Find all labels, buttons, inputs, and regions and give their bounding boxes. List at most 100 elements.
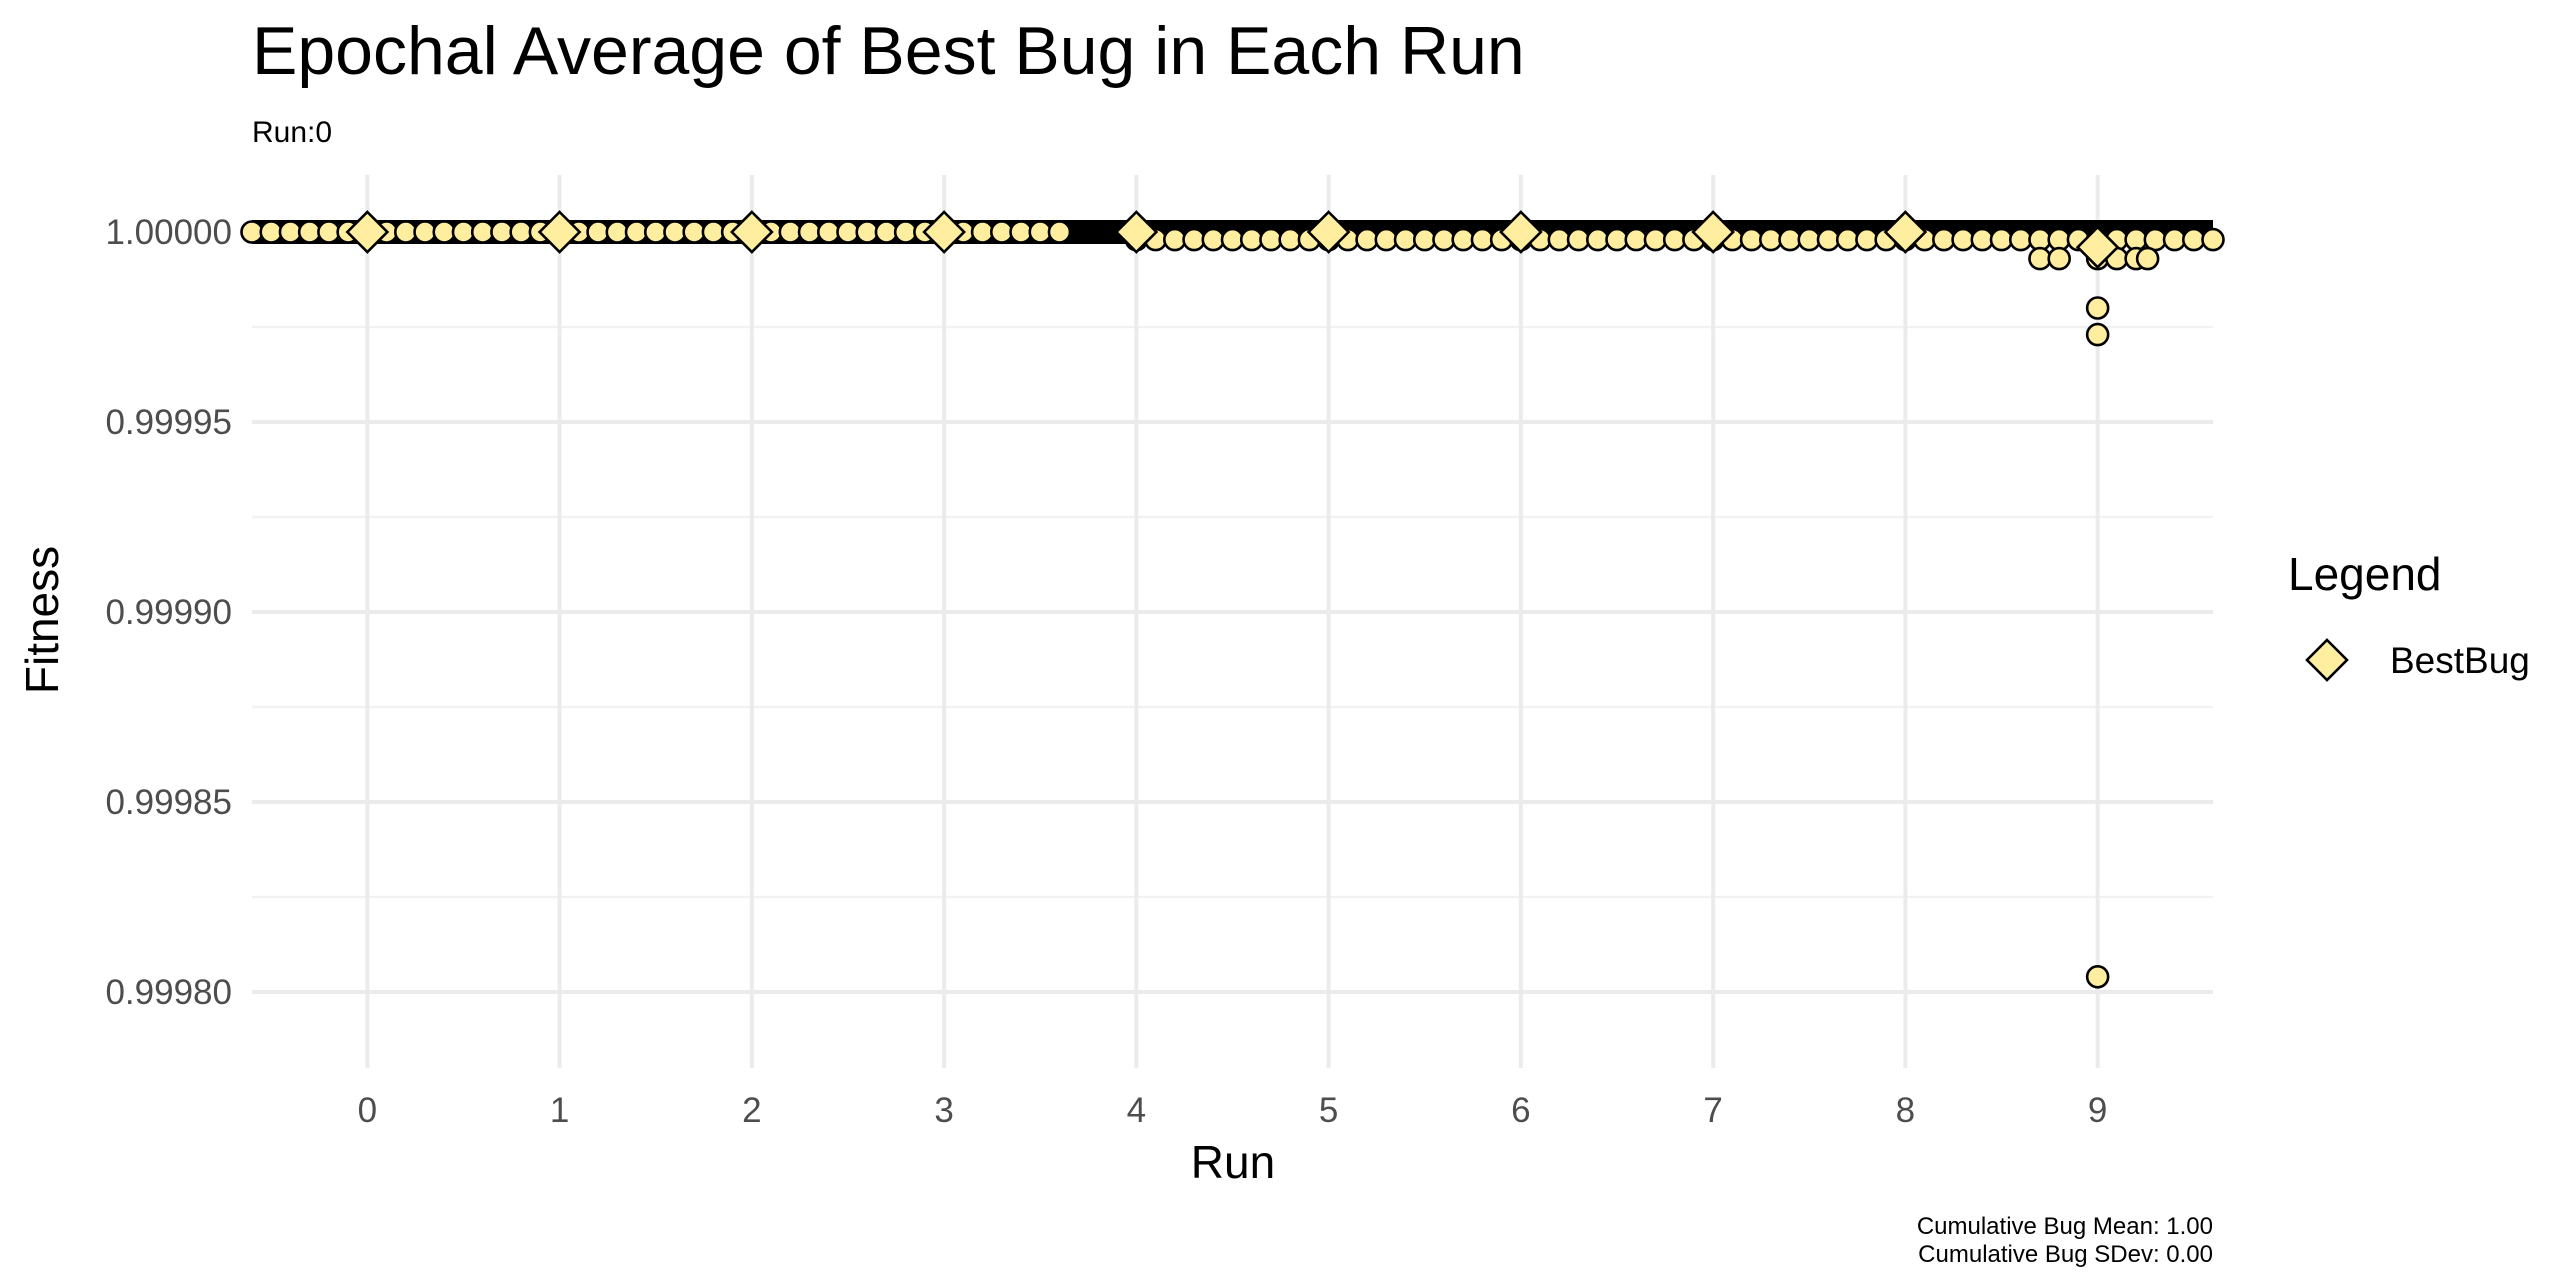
epoch-point — [1759, 227, 1783, 252]
legend-title: Legend — [2288, 548, 2442, 600]
caption-sdev: Cumulative Bug SDev: 0.00 — [1918, 1241, 2213, 1268]
epoch-point — [2047, 246, 2071, 271]
epoch-point — [1201, 227, 1226, 252]
best-bug-point — [1499, 210, 1543, 254]
epoch-point — [1412, 227, 1437, 252]
x-tick-label: 3 — [934, 1091, 953, 1130]
best-bug-point — [345, 210, 390, 254]
epoch-point — [2201, 227, 2225, 252]
x-tick-label: 5 — [1319, 1091, 1338, 1130]
epoch-point — [394, 220, 418, 244]
epoch-point — [778, 220, 803, 244]
epoch-point — [240, 220, 264, 244]
best-bug-point — [1306, 210, 1351, 254]
epoch-point — [1566, 227, 1591, 252]
x-tick-label: 1 — [550, 1091, 569, 1130]
epoch-point — [278, 220, 303, 244]
epoch-point — [1778, 227, 1802, 252]
epoch-point — [451, 220, 476, 244]
chart-subtitle: Run:0 — [252, 116, 332, 149]
best-bug-point — [922, 210, 966, 254]
y-tick-labels: 0.99980 0.99985 0.99990 0.99995 1.00000 — [105, 213, 232, 1012]
epoch-point — [2085, 322, 2110, 347]
x-tick-label: 7 — [1703, 1091, 1722, 1130]
epoch-points — [240, 220, 2225, 989]
x-tick-label: 6 — [1511, 1091, 1530, 1130]
best-bug-point — [730, 210, 774, 254]
epoch-point — [432, 220, 457, 244]
epoch-point — [2135, 246, 2160, 271]
legend-key-diamond — [2305, 638, 2349, 682]
epoch-point — [874, 220, 899, 244]
y-tick-label: 0.99995 — [105, 403, 232, 442]
caption-mean: Cumulative Bug Mean: 1.00 — [1917, 1213, 2213, 1240]
epoch-point — [1855, 227, 1879, 252]
grid-lines — [252, 175, 2213, 1068]
epoch-point — [1989, 227, 2014, 252]
x-tick-labels: 0 1 2 3 4 5 6 7 8 9 — [358, 1091, 2108, 1130]
y-tick-label: 0.99990 — [105, 593, 232, 632]
epoch-point — [1470, 227, 1495, 252]
epoch-point — [490, 220, 514, 244]
epoch-point — [1624, 227, 1649, 252]
epoch-point — [1547, 227, 1572, 252]
epoch-point — [1739, 227, 1764, 252]
epoch-point — [259, 220, 284, 244]
epoch-point — [1816, 227, 1841, 252]
x-axis-title: Run — [1191, 1136, 1275, 1188]
chart-title: Epochal Average of Best Bug in Each Run — [252, 13, 1525, 89]
best-bug-point — [1691, 210, 1735, 254]
epoch-point — [1355, 227, 1379, 252]
epoch-point — [855, 220, 880, 244]
y-tick-label: 0.99980 — [105, 973, 232, 1012]
y-tick-label: 0.99985 — [105, 783, 232, 822]
epoch-point — [1259, 227, 1283, 252]
epoch-point — [1009, 220, 1033, 244]
epoch-point — [413, 220, 437, 244]
epoch-point — [1662, 227, 1687, 252]
epoch-point — [1643, 227, 1668, 252]
epoch-point — [663, 220, 687, 244]
epoch-point — [1278, 227, 1302, 252]
epoch-point — [682, 220, 706, 244]
best-bug-point — [537, 210, 582, 254]
epoch-point — [1374, 227, 1399, 252]
epoch-point — [2085, 296, 2110, 320]
best-bug-point — [2075, 225, 2120, 270]
epoch-point — [2085, 964, 2110, 989]
epoch-point — [1220, 227, 1245, 252]
epoch-point — [297, 220, 322, 244]
epoch-point — [1835, 227, 1860, 252]
epoch-point — [1585, 227, 1610, 252]
epoch-point — [970, 220, 995, 244]
epoch-point — [1393, 227, 1418, 252]
epoch-point — [2008, 227, 2033, 252]
y-axis-title: Fitness — [16, 546, 68, 694]
epoch-point — [1432, 227, 1456, 252]
epoch-point — [317, 220, 341, 244]
epoch-point — [1163, 227, 1187, 252]
epoch-point — [624, 220, 649, 244]
y-tick-label: 1.00000 — [105, 213, 232, 252]
legend-label-bestbug: BestBug — [2390, 640, 2530, 681]
epoch-point — [989, 220, 1014, 244]
epoch-point — [2028, 246, 2052, 271]
x-tick-label: 4 — [1127, 1091, 1146, 1130]
epoch-point — [893, 220, 918, 244]
epoch-point — [509, 220, 533, 244]
x-tick-label: 9 — [2088, 1091, 2107, 1130]
best-bug-point — [1114, 210, 1159, 254]
epoch-point — [643, 220, 668, 244]
epoch-point — [1047, 220, 1072, 244]
x-tick-label: 0 — [358, 1091, 377, 1130]
epoch-point — [836, 220, 860, 244]
epoch-point — [797, 220, 822, 244]
best-bug-point — [1883, 210, 1928, 254]
legend: Legend BestBug — [2288, 548, 2530, 682]
epoch-point — [816, 220, 841, 244]
best-bug-series — [345, 210, 2120, 270]
epoch-point — [1932, 227, 1956, 252]
epoch-point — [2162, 227, 2187, 252]
epoch-point — [2181, 227, 2206, 252]
epoch-point — [1970, 227, 1995, 252]
